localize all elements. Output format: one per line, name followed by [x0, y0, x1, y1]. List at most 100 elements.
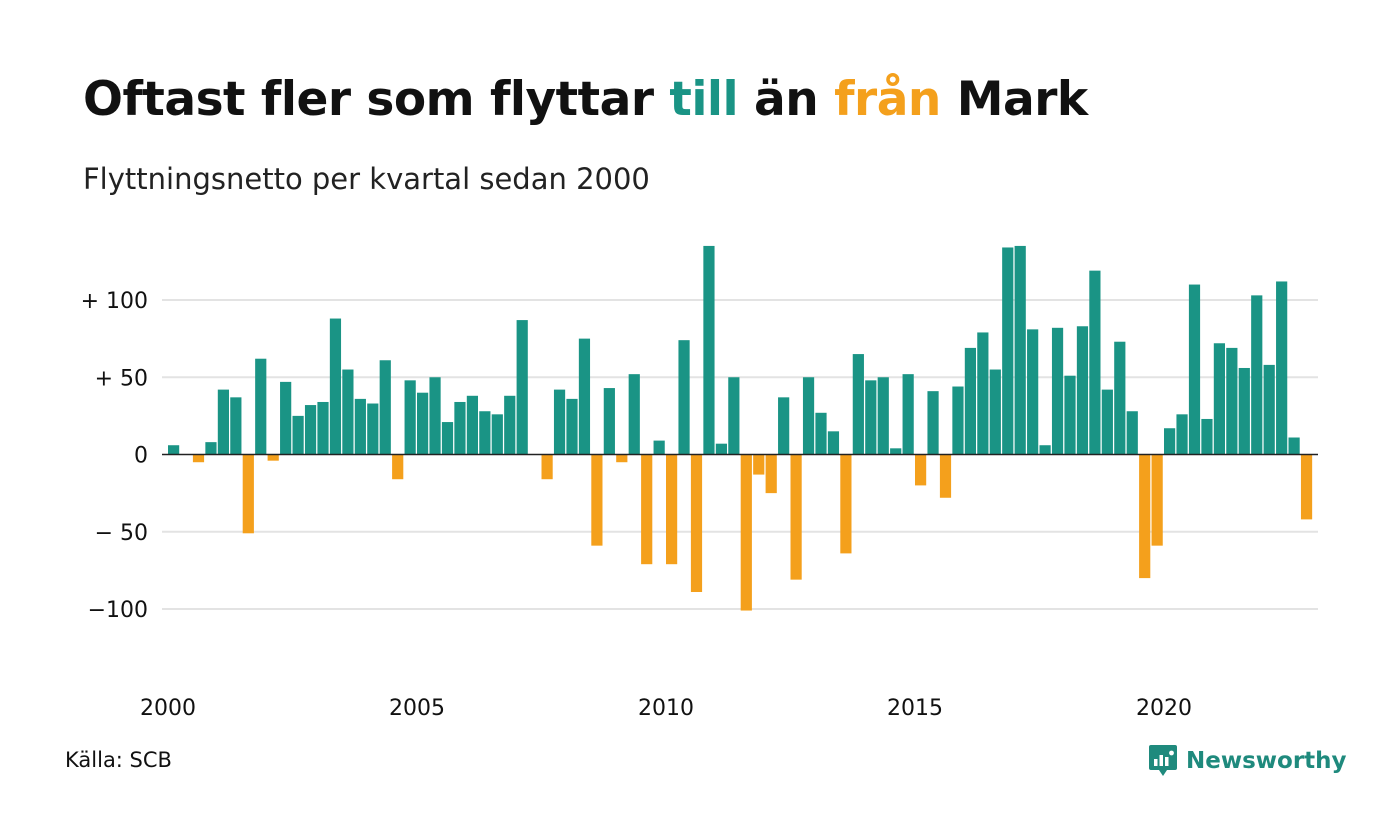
- bar: [1089, 270, 1101, 455]
- y-tick-label: 0: [134, 444, 148, 469]
- bar: [516, 320, 528, 455]
- title-part1: Oftast fler som flyttar: [83, 72, 670, 127]
- title-highlight-negative: från: [834, 72, 941, 127]
- bar: [1002, 247, 1014, 455]
- bar: [255, 358, 267, 455]
- bar: [1151, 454, 1163, 546]
- bar: [703, 245, 715, 455]
- bar: [1238, 367, 1250, 455]
- bar: [441, 422, 454, 455]
- bar: [1276, 281, 1288, 455]
- bar: [877, 377, 889, 455]
- title-part3: Mark: [940, 72, 1088, 127]
- brand-logo: Newsworthy: [1148, 744, 1347, 778]
- bar: [939, 454, 952, 498]
- bar: [304, 405, 317, 455]
- y-tick-label: −100: [88, 598, 148, 623]
- x-tick-label: 2000: [140, 696, 196, 721]
- bar: [840, 454, 852, 554]
- x-tick-label: 2020: [1136, 696, 1192, 721]
- grid-lines: [162, 299, 1318, 610]
- x-tick-label: 2010: [638, 696, 694, 721]
- bar: [1064, 375, 1076, 455]
- bar: [591, 454, 603, 546]
- bar: [802, 377, 815, 455]
- chart-title: Oftast fler som flyttar till än från Mar…: [83, 72, 1088, 127]
- bar: [466, 395, 478, 455]
- bar: [790, 454, 802, 580]
- bar: [367, 403, 379, 455]
- bar: [1139, 454, 1151, 579]
- bar: [915, 454, 927, 486]
- bar: [329, 318, 342, 455]
- bar: [1263, 364, 1275, 455]
- bar: [429, 377, 441, 455]
- bar: [217, 389, 229, 455]
- bar: [392, 454, 404, 480]
- bar: [491, 414, 503, 455]
- bar: [902, 374, 914, 455]
- bar: [690, 454, 703, 593]
- y-tick-label: + 50: [95, 366, 148, 391]
- bar: [1251, 295, 1263, 455]
- bar: [865, 380, 877, 455]
- bar: [753, 454, 765, 475]
- bar: [578, 338, 591, 455]
- bar: [292, 415, 304, 455]
- bar: [1176, 414, 1188, 455]
- bar: [1126, 411, 1138, 455]
- bar: [1101, 389, 1113, 455]
- bar: [827, 431, 840, 455]
- newsworthy-logo-icon: [1149, 745, 1177, 776]
- bar: [778, 397, 790, 455]
- bar: [964, 347, 976, 455]
- bar: [989, 369, 1001, 455]
- bar: [952, 386, 964, 455]
- y-tick-label: + 100: [81, 289, 148, 314]
- bars: [168, 245, 1313, 611]
- bar: [603, 388, 615, 455]
- bar: [553, 389, 566, 455]
- bar: [678, 340, 690, 455]
- bar: [1188, 284, 1201, 455]
- bar: [1213, 343, 1225, 455]
- bar: [815, 412, 827, 455]
- bar: [354, 398, 366, 455]
- bar: [1027, 329, 1039, 455]
- bar: [192, 454, 205, 463]
- y-tick-label: − 50: [95, 521, 148, 546]
- bar: [1114, 341, 1126, 455]
- bar: [342, 369, 354, 455]
- bar: [417, 392, 429, 455]
- title-part2: än: [738, 72, 835, 127]
- bar: [242, 454, 254, 534]
- bar: [715, 443, 727, 455]
- bar: [890, 448, 902, 455]
- bar: [616, 454, 628, 463]
- bar: [1051, 327, 1064, 455]
- title-highlight-positive: till: [669, 72, 739, 127]
- bar: [653, 440, 665, 455]
- bar: [317, 401, 329, 455]
- brand-name: Newsworthy: [1186, 748, 1347, 774]
- bar: [628, 374, 640, 455]
- bar: [379, 360, 391, 455]
- axes: + 100 + 50 0 − 50 −100 2000 2005 2010 2015 2020: [81, 289, 1318, 721]
- x-tick-label: 2015: [887, 696, 943, 721]
- bar: [1039, 445, 1051, 455]
- bar: [765, 454, 777, 494]
- bar: [454, 401, 466, 455]
- bar: [168, 445, 180, 455]
- bar: [1014, 245, 1026, 455]
- bar: [728, 377, 740, 455]
- bar: [479, 411, 491, 455]
- bar: [205, 442, 217, 455]
- bar: [927, 391, 939, 455]
- source-note: Källa: SCB: [65, 748, 172, 772]
- bar: [280, 381, 292, 455]
- bar: [740, 454, 752, 611]
- bar: [566, 398, 578, 455]
- bar: [1300, 454, 1313, 520]
- bar: [504, 395, 516, 455]
- bar: [267, 454, 279, 461]
